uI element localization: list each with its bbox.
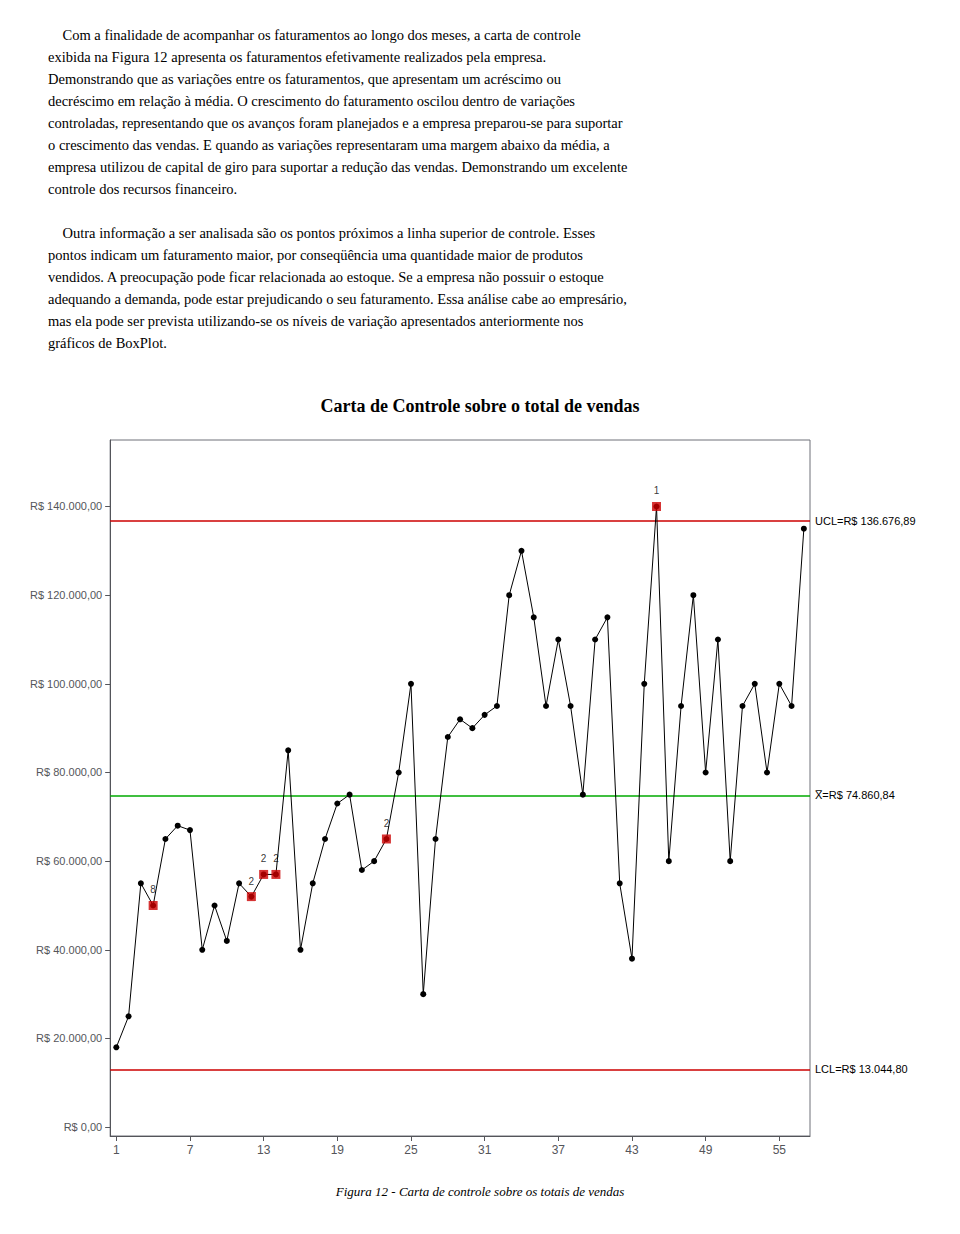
svg-text:49: 49 [699,1143,713,1157]
svg-text:Com a finalidade de acompanhar: Com a finalidade de acompanhar os fatura… [48,27,581,43]
svg-text:2: 2 [273,853,279,864]
svg-text:Demonstrando que as variações: Demonstrando que as variações entre os f… [48,71,561,87]
svg-text:R$ 140.000,00: R$ 140.000,00 [30,500,102,512]
svg-text:UCL=R$ 136.676,89: UCL=R$ 136.676,89 [815,515,916,527]
svg-text:19: 19 [331,1143,345,1157]
svg-text:adequando a demanda, pode esta: adequando a demanda, pode estar prejudic… [48,291,627,307]
svg-text:R$ 40.000,00: R$ 40.000,00 [36,944,102,956]
svg-text:25: 25 [404,1143,418,1157]
svg-text:R$ 80.000,00: R$ 80.000,00 [36,766,102,778]
svg-text:8: 8 [150,884,156,895]
svg-text:R$ 60.000,00: R$ 60.000,00 [36,855,102,867]
svg-text:exibida na Figura 12 apresenta: exibida na Figura 12 apresenta os fatura… [48,49,546,65]
svg-text:R$ 120.000,00: R$ 120.000,00 [30,589,102,601]
svg-text:pontos indicam um faturamento: pontos indicam um faturamento maior, por… [48,247,583,263]
svg-text:1: 1 [654,485,660,496]
svg-text:2: 2 [249,876,255,887]
svg-text:controle dos recursos financei: controle dos recursos financeiro. [48,181,237,197]
svg-text:1: 1 [113,1143,120,1157]
svg-text:2: 2 [261,853,267,864]
svg-text:7: 7 [187,1143,194,1157]
svg-text:43: 43 [625,1143,639,1157]
svg-text:mas ela pode ser prevista util: mas ela pode ser prevista utilizando-se … [48,313,584,329]
svg-text:2: 2 [384,818,390,829]
svg-text:decréscimo em relação à média.: decréscimo em relação à média. O crescim… [48,93,575,109]
svg-text:LCL=R$ 13.044,80: LCL=R$ 13.044,80 [815,1063,908,1075]
svg-text:o crescimento das vendas. E qu: o crescimento das vendas. E quando as va… [48,137,610,153]
svg-text:Outra informação a ser analisa: Outra informação a ser analisada são os … [48,225,596,241]
svg-text:13: 13 [257,1143,271,1157]
svg-text:gráficos de BoxPlot.: gráficos de BoxPlot. [48,335,167,351]
svg-text:R$ 100.000,00: R$ 100.000,00 [30,678,102,690]
svg-text:vendidos. A preocupação pode f: vendidos. A preocupação pode ficar relac… [48,269,604,285]
svg-text:Carta de Controle sobre o tota: Carta de Controle sobre o total de venda… [321,396,640,416]
svg-text:Figura 12 - Carta de controle: Figura 12 - Carta de controle sobre os t… [335,1184,625,1199]
svg-text:controladas, representando que: controladas, representando que os avanço… [48,115,623,131]
svg-text:55: 55 [773,1143,787,1157]
svg-text:R$ 20.000,00: R$ 20.000,00 [36,1032,102,1044]
svg-text:37: 37 [552,1143,566,1157]
svg-text:empresa utilizou de capital de: empresa utilizou de capital de giro para… [48,159,627,175]
svg-text:31: 31 [478,1143,492,1157]
svg-text:X̅=R$ 74.860,84: X̅=R$ 74.860,84 [815,789,895,801]
svg-text:R$ 0,00: R$ 0,00 [64,1121,103,1133]
